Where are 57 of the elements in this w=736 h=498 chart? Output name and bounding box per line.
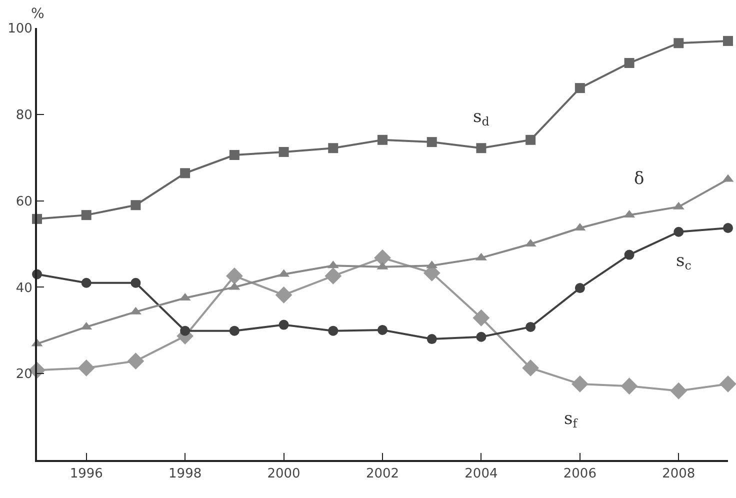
point	[720, 376, 736, 392]
point	[574, 283, 585, 294]
point	[278, 320, 289, 330]
point	[328, 143, 338, 154]
point	[574, 83, 585, 94]
point	[723, 36, 733, 46]
point	[374, 249, 391, 266]
point	[723, 223, 733, 234]
point	[378, 134, 388, 145]
point	[130, 200, 141, 210]
y-tick-label: 80	[16, 108, 32, 123]
point	[522, 360, 540, 376]
point	[278, 146, 289, 157]
point	[571, 376, 588, 392]
point	[472, 309, 490, 326]
point	[81, 210, 92, 220]
point	[180, 326, 190, 336]
point	[620, 378, 638, 395]
point	[229, 326, 240, 336]
x-tick-label: 2008	[662, 466, 696, 482]
x-tick-label: 2002	[366, 466, 400, 482]
point	[624, 58, 634, 68]
y-tick-label: 40	[16, 280, 32, 296]
point	[526, 134, 536, 145]
x-tick-label: 2000	[267, 466, 300, 482]
x-tick-label: 1998	[168, 466, 202, 482]
point	[226, 268, 243, 284]
point	[378, 324, 388, 335]
point	[328, 326, 338, 336]
x-tick-label: 1996	[70, 466, 103, 482]
point	[624, 250, 634, 260]
point	[674, 226, 684, 237]
point	[127, 352, 144, 370]
x-tick-label: 2004	[464, 466, 498, 482]
point	[426, 334, 437, 344]
point	[476, 332, 486, 342]
series-label: s$_{d}$	[473, 107, 490, 129]
point	[78, 360, 95, 376]
series-label: s$_{c}$	[676, 251, 692, 273]
point	[426, 137, 437, 148]
point	[674, 38, 684, 48]
point	[81, 278, 92, 288]
point	[229, 150, 240, 160]
y-tick-label: 100	[8, 22, 32, 37]
point	[526, 322, 536, 332]
y-tick-label: 20	[16, 367, 32, 382]
point	[670, 382, 688, 400]
point	[180, 168, 190, 178]
y-tick-label: 60	[16, 194, 32, 210]
x-tick-label: 2006	[563, 466, 596, 482]
point	[324, 268, 342, 284]
y-axis-title: %	[31, 6, 44, 22]
point	[130, 278, 141, 288]
point	[275, 286, 292, 304]
point	[476, 143, 486, 154]
series-label: δ	[634, 169, 644, 189]
series-label: s$_{f}$	[564, 409, 579, 431]
